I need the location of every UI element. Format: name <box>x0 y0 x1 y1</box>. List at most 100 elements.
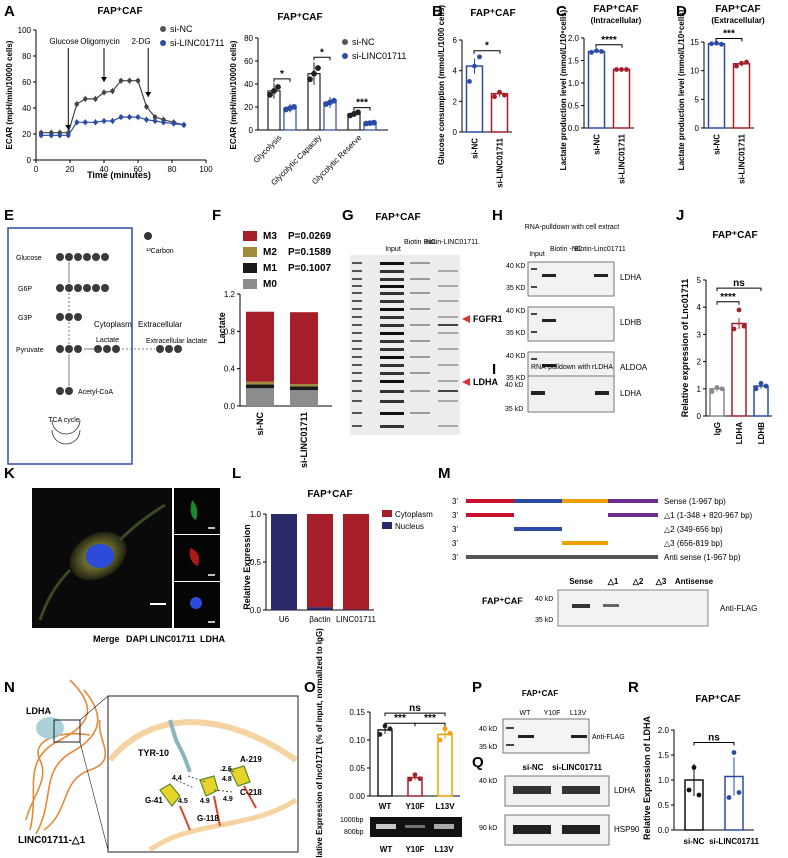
x-tick-label: 40 <box>100 165 109 174</box>
y-tick-label: 1.2 <box>224 290 236 299</box>
legend-label-cytoplasm: Cytoplasm <box>395 510 433 519</box>
input-band <box>380 270 404 273</box>
panel-j-title: FAP⁺CAF <box>712 230 757 241</box>
label-glucose: Glucose <box>16 255 42 262</box>
biotin-linc-band <box>438 380 458 382</box>
ladder-band <box>352 332 362 334</box>
ladder-band <box>352 285 362 287</box>
rna-strand <box>43 719 107 831</box>
data-point <box>477 54 482 60</box>
y-tick-label: 0.0 <box>250 606 262 615</box>
carbon-atom <box>65 345 73 353</box>
panel-label-m: M <box>438 465 451 482</box>
y-tick-label: 60 <box>244 57 253 66</box>
significance-bracket <box>353 107 371 111</box>
x-tick-label: Y10F <box>405 802 424 811</box>
bar-segment-cytoplasm <box>343 514 369 610</box>
carbon-atom <box>74 284 82 292</box>
carbon-atom <box>56 313 64 321</box>
significance-label: * <box>485 41 489 52</box>
gel-lane-l13v: L13V <box>434 845 454 854</box>
bar-si-linc01711 <box>490 92 509 133</box>
carbon-atom <box>65 284 73 292</box>
legend-marker-si-linc01711 <box>160 40 166 46</box>
nucleus-stain <box>86 544 114 568</box>
legend-label-si-linc01711: si-LINC01711 <box>352 51 406 61</box>
panel-label-n: N <box>4 679 15 696</box>
marker-arrow-ldha <box>462 378 470 386</box>
panel-b-title: FAP⁺CAF <box>470 8 515 19</box>
panel-label-e: E <box>4 207 14 224</box>
x-tick-label: LINC01711 <box>336 615 376 624</box>
distance-4-9: 4.9 <box>200 798 210 805</box>
panel-a-bar-chart: FAP⁺CAF ECAR (mpH/min/10000 cells) 0 20 40… <box>229 12 406 187</box>
significance-label: *** <box>723 29 735 40</box>
distance-4-4: 4.4 <box>172 775 182 782</box>
lane-antisense: Antisense <box>675 577 714 586</box>
construct-label: Sense (1-967 bp) <box>664 497 726 506</box>
data-point <box>731 750 737 755</box>
x-tick-label: WT <box>379 802 392 811</box>
band-hsp90-si-nc <box>513 825 551 834</box>
blot-label-ldha: LDHA <box>620 389 642 398</box>
data-point <box>619 67 624 72</box>
carbon-atom <box>74 345 82 353</box>
panel-r-plot: 0.0 0.5 1.0 1.5 2.0 si-NC si-LINC01711 ns <box>658 726 760 846</box>
ladder-band <box>352 324 362 326</box>
data-point <box>101 118 107 124</box>
annotation-oligomycin: Oligomycin <box>80 37 120 46</box>
data-point <box>110 118 115 124</box>
data-point <box>387 726 393 732</box>
y-tick-label: 2.0 <box>658 726 670 735</box>
zoom-line <box>79 741 109 851</box>
input-band <box>380 278 404 281</box>
data-point <box>492 94 497 100</box>
y-tick-label: 15 <box>690 38 699 47</box>
ladder-band <box>352 262 362 264</box>
significance-bracket <box>473 50 501 54</box>
panel-f-legend: M3 P=0.0269 M2 P=0.1589 M1 P=0.1007 M0 <box>243 231 332 290</box>
biotin-nc-band <box>410 324 430 326</box>
data-point <box>315 65 321 71</box>
lane-biotin-nc: Biotin -NC <box>404 239 436 246</box>
y-tick-label: 2 <box>453 97 458 106</box>
y-tick-label: 2 <box>697 358 702 367</box>
carbon-atom <box>94 345 102 353</box>
band-biotin-linc01711 <box>595 391 609 395</box>
carbon-atom <box>92 253 100 261</box>
significance-bracket <box>716 287 762 292</box>
y-tick-label: 80 <box>244 34 253 43</box>
carbon-atom <box>83 284 91 292</box>
carbon-atom <box>65 387 73 395</box>
carbon-atom <box>74 253 82 261</box>
data-point <box>267 91 273 98</box>
panel-o-plot: 0.00 0.05 0.10 0.15 WT Y10F L13V *** ***ns <box>349 703 460 811</box>
data-point <box>93 96 98 102</box>
bar-si-nc <box>587 50 606 129</box>
bar-l13v <box>437 733 453 797</box>
ladder-band <box>352 300 362 302</box>
ladder-band <box>531 268 537 270</box>
significance-bracket <box>273 78 291 82</box>
label-extracellular: Extracellular <box>138 320 182 329</box>
data-point <box>437 737 443 743</box>
y-tick-label: 6 <box>453 36 458 45</box>
panel-j-ylabel: Relative expression of Lnc01711 <box>680 279 690 418</box>
data-point <box>726 795 732 800</box>
lane-sense: Sense <box>569 577 593 586</box>
marker-ldha: LDHA <box>473 377 498 387</box>
size-label: 40 KD <box>506 263 525 270</box>
x-tick-label: 80 <box>168 165 177 174</box>
carbon-atom <box>56 253 64 261</box>
band-ldha-si-nc <box>513 786 551 794</box>
carbon-atom <box>156 345 164 353</box>
biotin-nc-band <box>410 412 430 414</box>
carbon-atom <box>83 253 91 261</box>
x-tick-label: si-NC <box>684 837 705 846</box>
legend-p-value: P=0.1589 <box>288 247 332 258</box>
x-tick-label: si-NC <box>713 134 722 155</box>
data-point <box>502 92 507 98</box>
caption-ldha: LDHA <box>200 634 225 644</box>
bar-segment-m0 <box>290 390 318 406</box>
significance-label: ns <box>409 703 421 714</box>
